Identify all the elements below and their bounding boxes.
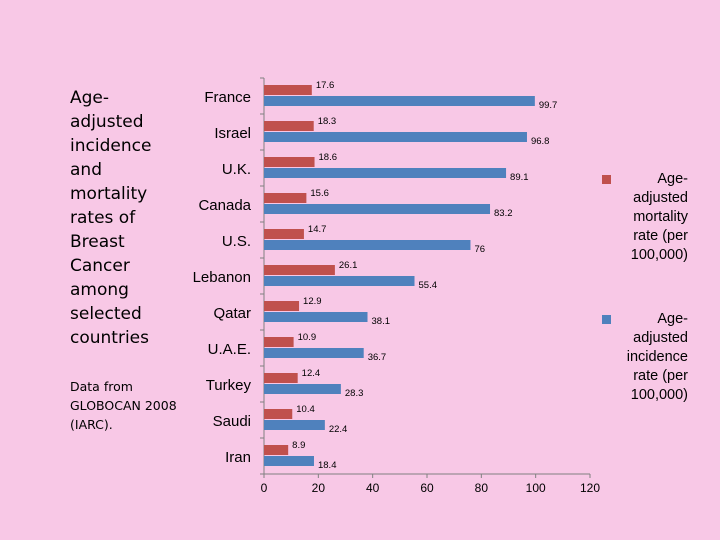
x-tick-label: 20 [312,481,326,495]
bar-incidence [264,168,507,178]
bar-incidence [264,312,368,322]
data-label-mortality: 10.4 [296,404,315,415]
bar-incidence [264,132,527,142]
x-tick-label: 120 [580,481,600,495]
data-label-incidence: 36.7 [368,352,387,363]
data-label-mortality: 15.6 [310,188,329,199]
data-label-incidence: 83.2 [494,208,513,219]
x-tick-label: 40 [366,481,380,495]
x-tick-label: 0 [261,481,268,495]
chart-title: Age-adjusted incidence and mortality rat… [70,88,152,348]
bar-incidence [264,456,314,466]
data-label-incidence: 76 [474,244,485,255]
bar-mortality [264,121,314,131]
data-label-incidence: 38.1 [372,316,391,327]
data-label-incidence: 28.3 [345,388,364,399]
category-label: Canada [198,197,251,214]
bar-mortality [264,193,307,203]
data-label-mortality: 10.9 [298,332,317,343]
bar-mortality [264,157,315,167]
data-label-incidence: 55.4 [419,280,438,291]
bar-incidence [264,96,535,106]
category-label: Iran [225,449,251,466]
x-tick-label: 80 [475,481,489,495]
source-note: Data from GLOBOCAN 2008 (IARC). [70,379,177,432]
bar-incidence [264,204,491,214]
bar-mortality [264,301,300,311]
category-label: U.A.E. [208,341,251,358]
bar-incidence [264,384,341,394]
data-label-mortality: 18.3 [318,116,337,127]
category-label: Qatar [213,305,251,322]
bar-mortality [264,85,312,95]
legend-label-mortality: Age-adjusted mortality rate (per 100,000… [630,171,688,263]
bar-mortality [264,445,289,455]
bar-mortality [264,409,293,419]
category-label: Saudi [213,413,251,430]
data-label-mortality: 12.4 [302,368,321,379]
category-label: Lebanon [193,269,251,286]
data-label-incidence: 99.7 [539,100,558,111]
legend-item-mortality: Age-adjusted mortality rate (per 100,000… [598,170,688,265]
bar-incidence [264,348,364,358]
bar-incidence [264,420,325,430]
data-label-mortality: 26.1 [339,260,358,271]
x-tick-label: 60 [420,481,434,495]
legend-item-incidence: Age-adjusted incidence rate (per 100,000… [598,310,688,405]
bar-mortality [264,229,304,239]
data-label-incidence: 96.8 [531,136,550,147]
bar-mortality [264,337,294,347]
bar-mortality [264,373,298,383]
category-label: U.K. [222,161,251,178]
category-label: France [204,89,251,106]
category-label: Turkey [206,377,252,394]
data-label-incidence: 18.4 [318,460,337,471]
legend-swatch-mortality [602,175,611,184]
data-label-incidence: 89.1 [510,172,529,183]
legend-swatch-incidence [602,315,611,324]
category-label: U.S. [222,233,251,250]
data-label-mortality: 12.9 [303,296,322,307]
bar-incidence [264,276,415,286]
data-label-mortality: 17.6 [316,80,335,91]
legend-label-incidence: Age-adjusted incidence rate (per 100,000… [626,311,688,403]
x-tick-label: 100 [526,481,546,495]
data-label-mortality: 8.9 [292,440,305,451]
data-label-mortality: 18.6 [319,152,338,163]
bar-mortality [264,265,335,275]
bar-incidence [264,240,471,250]
data-label-incidence: 22.4 [329,424,348,435]
category-label: Israel [214,125,251,142]
data-label-mortality: 14.7 [308,224,327,235]
